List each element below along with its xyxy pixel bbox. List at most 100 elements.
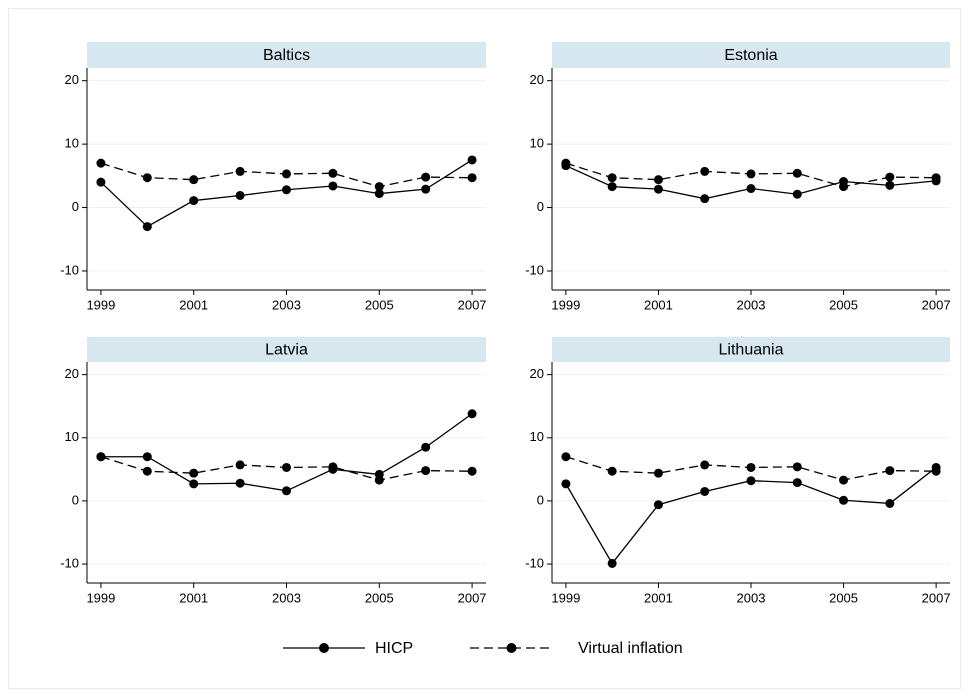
y-tick-label: -10	[525, 262, 544, 277]
x-tick-label: 2001	[179, 590, 208, 605]
y-tick-label: 20	[530, 72, 544, 87]
data-point	[235, 478, 245, 488]
data-point	[142, 222, 152, 232]
x-tick-label: 2007	[458, 297, 487, 312]
data-point	[607, 182, 617, 192]
y-tick-label: 10	[530, 429, 544, 444]
y-tick-label: 0	[537, 199, 544, 214]
panel-header	[552, 42, 950, 68]
y-tick-label: 10	[530, 136, 544, 151]
legend-marker	[506, 643, 517, 653]
data-point	[653, 175, 663, 185]
data-point	[561, 479, 571, 489]
data-point	[142, 173, 152, 183]
data-point	[96, 177, 106, 187]
data-point	[421, 172, 431, 182]
data-point	[374, 182, 384, 192]
y-tick-label: -10	[60, 555, 79, 570]
data-point	[96, 158, 106, 168]
data-point	[96, 452, 106, 462]
data-point	[746, 476, 756, 486]
data-point	[931, 173, 941, 183]
x-tick-label: 1999	[86, 297, 115, 312]
data-point	[792, 168, 802, 178]
data-point	[746, 184, 756, 194]
x-tick-label: 2005	[365, 590, 394, 605]
data-point	[561, 452, 571, 462]
y-tick-label: 10	[65, 429, 79, 444]
y-tick-label: 0	[537, 492, 544, 507]
data-point	[746, 462, 756, 472]
data-point	[700, 194, 710, 204]
data-point	[328, 168, 338, 178]
panel-title: Lithuania	[719, 342, 784, 359]
data-point	[328, 181, 338, 191]
x-tick-label: 2005	[829, 297, 858, 312]
y-tick-label: 20	[530, 366, 544, 381]
panel-header	[552, 337, 950, 362]
data-point	[328, 462, 338, 472]
data-point	[653, 184, 663, 194]
data-point	[700, 166, 710, 176]
data-point	[607, 466, 617, 476]
data-point	[839, 475, 849, 485]
data-point	[792, 189, 802, 199]
data-point	[189, 468, 199, 478]
data-point	[421, 466, 431, 476]
panel-title: Baltics	[263, 47, 310, 64]
data-point	[282, 462, 291, 472]
x-tick-label: 2005	[365, 297, 394, 312]
y-tick-label: 0	[72, 492, 79, 507]
y-tick-label: 20	[65, 72, 79, 87]
x-tick-label: 2005	[829, 590, 858, 605]
data-point	[467, 466, 477, 476]
x-tick-label: 1999	[551, 590, 580, 605]
x-tick-label: 2001	[644, 590, 673, 605]
data-point	[700, 486, 710, 496]
panel-title: Latvia	[265, 342, 308, 359]
x-tick-label: 1999	[86, 590, 115, 605]
x-tick-label: 2007	[922, 297, 951, 312]
x-tick-label: 2003	[272, 297, 301, 312]
x-tick-label: 2003	[737, 297, 766, 312]
data-point	[235, 190, 245, 200]
y-tick-label: 0	[72, 199, 79, 214]
data-point	[235, 166, 245, 176]
data-point	[235, 460, 245, 470]
data-point	[653, 468, 663, 478]
y-tick-label: -10	[525, 555, 544, 570]
y-tick-label: -10	[60, 262, 79, 277]
x-tick-label: 2007	[458, 590, 487, 605]
data-point	[282, 169, 291, 179]
data-point	[142, 452, 152, 462]
data-point	[421, 184, 431, 194]
data-point	[653, 500, 663, 510]
data-point	[561, 158, 571, 168]
x-tick-label: 1999	[551, 297, 580, 312]
data-point	[931, 466, 941, 476]
data-point	[189, 196, 199, 206]
data-point	[839, 182, 849, 192]
data-point	[792, 478, 802, 488]
panel-header	[87, 337, 486, 362]
data-point	[792, 462, 802, 472]
x-tick-label: 2007	[922, 590, 951, 605]
data-point	[142, 466, 152, 476]
panel-title: Estonia	[724, 47, 777, 64]
data-point	[885, 172, 895, 182]
data-point	[467, 173, 477, 183]
data-point	[467, 409, 477, 419]
data-point	[421, 442, 431, 452]
data-point	[282, 486, 291, 496]
data-point	[189, 175, 199, 185]
data-point	[467, 155, 477, 165]
legend-label: HICP	[375, 640, 413, 657]
data-point	[746, 169, 756, 179]
data-point	[607, 173, 617, 183]
y-tick-label: 10	[65, 136, 79, 151]
data-point	[374, 475, 384, 485]
y-tick-label: 20	[65, 366, 79, 381]
data-point	[839, 495, 849, 505]
legend-label: Virtual inflation	[578, 640, 683, 657]
